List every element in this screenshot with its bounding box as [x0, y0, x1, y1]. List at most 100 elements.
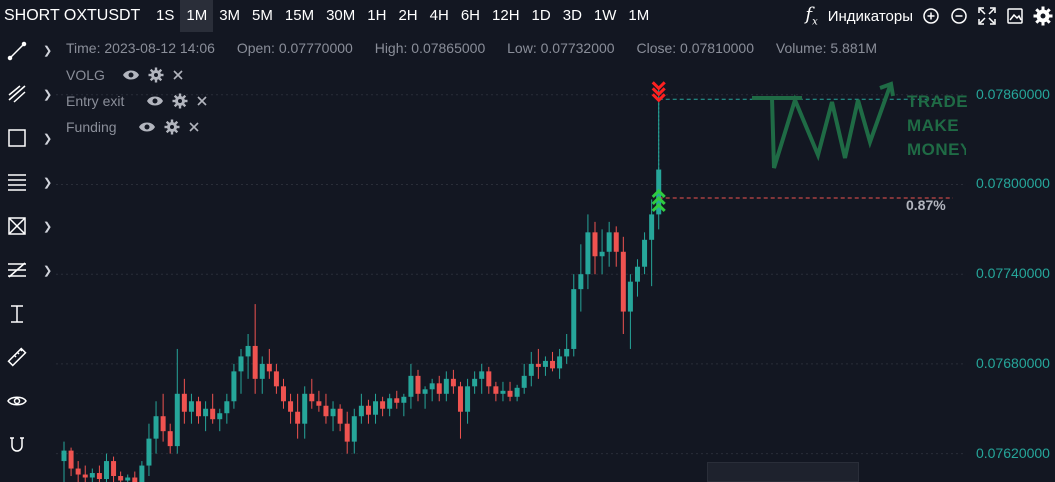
- candle-body: [592, 232, 598, 257]
- sell-signal-icon: [651, 93, 666, 103]
- indicator-row: Entry exit: [66, 93, 216, 109]
- indicator-row: VOLG: [66, 67, 192, 83]
- candle-body: [620, 251, 626, 312]
- chevron-right-icon[interactable]: ❯: [43, 265, 53, 277]
- eye-icon[interactable]: [122, 68, 140, 82]
- chevron-right-icon[interactable]: ❯: [43, 45, 53, 57]
- candle-body: [295, 411, 301, 424]
- gear-icon[interactable]: [148, 67, 164, 83]
- eye-icon[interactable]: [138, 120, 156, 134]
- zoom-in-icon[interactable]: [921, 6, 941, 26]
- candle-body: [436, 383, 442, 394]
- candle-body: [103, 461, 109, 480]
- candle-body: [280, 386, 286, 402]
- ohlc-legend: Time: 2023-08-12 14:06 Open: 0.07770000 …: [66, 40, 895, 56]
- timeframe-button-3d[interactable]: 3D: [562, 7, 582, 24]
- indicator-row: Funding: [66, 119, 208, 135]
- candle-body: [82, 474, 88, 478]
- watermark-text: MONEY: [907, 140, 966, 159]
- right-toolbar: fx Индикаторы: [805, 0, 1055, 32]
- trendline-icon[interactable]: [6, 40, 28, 62]
- eye-icon[interactable]: [6, 390, 28, 412]
- candle-body: [210, 408, 216, 420]
- timeframe-button-6h[interactable]: 6H: [460, 7, 481, 24]
- candle-body: [394, 398, 400, 403]
- chevron-right-icon[interactable]: ❯: [43, 133, 53, 145]
- eye-icon[interactable]: [146, 94, 164, 108]
- candle-body: [309, 393, 315, 402]
- timeframe-button-1h[interactable]: 1H: [367, 7, 387, 24]
- price-label: 0.07860000: [976, 85, 1050, 102]
- fx-icon[interactable]: fx: [805, 4, 818, 28]
- lines-icon[interactable]: [6, 171, 28, 193]
- candle-body: [245, 345, 251, 357]
- timeframe-button-1m[interactable]: 1M: [180, 0, 214, 32]
- close-icon[interactable]: [172, 69, 184, 81]
- chevron-right-icon[interactable]: ❯: [43, 89, 53, 101]
- watermark-logo: [752, 81, 895, 169]
- timeframe-button-3m[interactable]: 3M: [219, 7, 241, 24]
- bottom-panel-tab[interactable]: [707, 462, 859, 482]
- ruler-icon[interactable]: [6, 346, 28, 368]
- candle-body: [443, 378, 449, 394]
- buy-signal-icon: [651, 202, 666, 213]
- top-toolbar: SHORT OXTUSDT 1S 1M 3M 5M 15M 30M 1H 2H 4H 6H 12H 1…: [0, 0, 1055, 32]
- symbol-name[interactable]: SHORT OXTUSDT: [4, 7, 141, 24]
- indicator-name: VOLG: [66, 67, 105, 83]
- candle-body: [323, 405, 329, 417]
- candle-body: [238, 356, 244, 372]
- candle-body: [203, 408, 209, 417]
- candle-body: [422, 389, 428, 394]
- timeframe-button-1d[interactable]: 1D: [531, 7, 551, 24]
- fib-channel-icon[interactable]: [6, 259, 28, 281]
- timeframe-button-1w[interactable]: 1W: [593, 7, 617, 24]
- legend-close: Close: 0.07810000: [636, 40, 755, 56]
- chevron-right-icon[interactable]: ❯: [43, 177, 53, 189]
- rectangle-icon[interactable]: [6, 127, 28, 149]
- candle-body: [160, 416, 166, 432]
- candle-body: [493, 386, 499, 394]
- candlestick-chart[interactable]: [56, 32, 966, 482]
- candle-body: [585, 232, 591, 275]
- fib-icon[interactable]: [6, 83, 28, 105]
- zoom-out-icon[interactable]: [949, 6, 969, 26]
- text-cursor-icon[interactable]: [6, 303, 28, 325]
- candle-body: [273, 371, 279, 387]
- move-percent-label: 0.87%: [906, 197, 946, 213]
- timeframe-button-30m[interactable]: 30M: [326, 7, 356, 24]
- screenshot-icon[interactable]: [1005, 6, 1025, 26]
- candle-body: [373, 401, 379, 415]
- timeframe-button-5m[interactable]: 5M: [252, 7, 273, 24]
- buy-signal-icon: [651, 188, 666, 199]
- candle-body: [606, 232, 612, 252]
- timeframe-button-1s[interactable]: 1S: [156, 7, 175, 24]
- candle-body: [486, 371, 492, 387]
- candle-body: [111, 461, 117, 477]
- candle-body: [408, 375, 414, 397]
- gear-icon[interactable]: [172, 93, 188, 109]
- indicators-button[interactable]: Индикаторы: [827, 7, 913, 25]
- gear-icon[interactable]: [1033, 6, 1053, 26]
- close-icon[interactable]: [196, 95, 208, 107]
- candle-body: [118, 476, 124, 481]
- timeframe-button-2h[interactable]: 2H: [398, 7, 418, 24]
- watermark-text: MAKE: [907, 116, 960, 135]
- chevron-right-icon[interactable]: ❯: [43, 221, 53, 233]
- close-icon[interactable]: [188, 121, 200, 133]
- candle-body: [415, 375, 421, 394]
- timeframe-button-4h[interactable]: 4H: [429, 7, 449, 24]
- price-label: 0.07680000: [976, 354, 1050, 371]
- candle-body: [231, 371, 237, 402]
- candle-body: [252, 345, 258, 379]
- timeframe-button-1m[interactable]: 1M: [628, 7, 650, 24]
- gear-icon[interactable]: [164, 119, 180, 135]
- candle-body: [535, 363, 541, 367]
- timeframe-button-12h[interactable]: 12H: [492, 7, 520, 24]
- fullscreen-icon[interactable]: [977, 6, 997, 26]
- candle-body: [521, 375, 527, 388]
- pattern-icon[interactable]: [6, 215, 28, 237]
- magnet-icon[interactable]: [6, 434, 28, 456]
- candle-body: [181, 393, 187, 412]
- timeframe-button-15m[interactable]: 15M: [284, 7, 315, 24]
- candle-body: [125, 477, 131, 481]
